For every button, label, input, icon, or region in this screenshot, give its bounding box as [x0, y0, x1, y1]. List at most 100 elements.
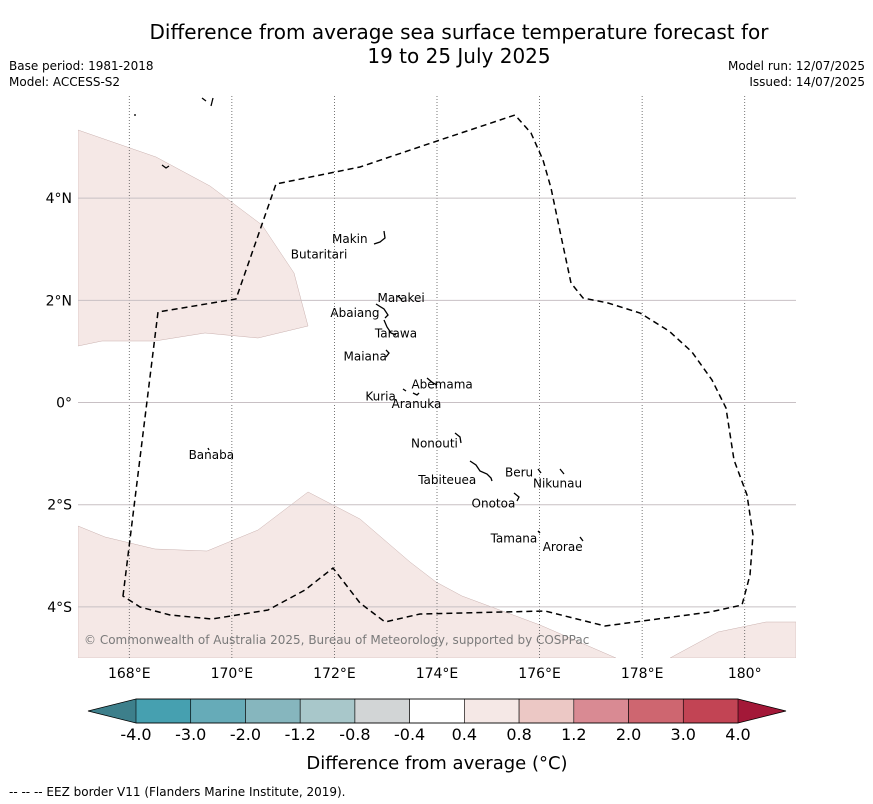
place-label: Abemama — [411, 378, 472, 392]
colorbar-box — [135, 698, 192, 724]
colorbar-boxes — [135, 698, 739, 724]
colorbar-box — [299, 698, 356, 724]
title-line-1: Difference from average sea surface temp… — [149, 20, 769, 44]
colorbar-outline — [87, 698, 787, 724]
place-label: Tabiteuea — [417, 473, 476, 487]
colorbar-title: Difference from average (°C) — [306, 753, 567, 774]
place-label: Kuria — [365, 389, 396, 403]
place-label: Beru — [505, 466, 533, 480]
meta-left: Base period: 1981-2018 Model: ACCESS-S2 — [9, 58, 154, 90]
colorbar-tick-label: -0.4 — [394, 725, 425, 744]
place-label: Makin — [332, 232, 368, 246]
axis-labels: 168°E 170°E 172°E 174°E 176°E 178°E 180° 4°N 2°N… — [46, 191, 762, 682]
place-label: Nikunau — [533, 476, 582, 490]
lon-tick-label: 172°E — [313, 666, 356, 682]
colorbar-tick-label: -0.8 — [339, 725, 370, 744]
title-line-2: 19 to 25 July 2025 — [367, 44, 551, 68]
island-marakei — [397, 295, 403, 301]
map-area: © Commonwealth of Australia 2025, Bureau… — [78, 96, 796, 658]
island-nonouti — [454, 432, 462, 444]
lon-tick-label: 168°E — [108, 666, 151, 682]
map-title: Difference from average sea surface temp… — [0, 20, 873, 68]
colorbar-box — [518, 698, 575, 724]
place-label: Arorae — [543, 540, 583, 554]
lon-tick-label: 174°E — [416, 666, 459, 682]
eez-footnote: -- -- -- EEZ border V11 (Flanders Marine… — [9, 785, 346, 799]
place-label: Tamana — [490, 531, 538, 545]
issued-date: Issued: 14/07/2025 — [749, 75, 865, 89]
map-figure: © Commonwealth of Australia 2025, Bureau… — [46, 96, 796, 774]
colorbar-tick-label: -2.0 — [230, 725, 261, 744]
island-kuria — [402, 388, 407, 392]
island-abaiang — [375, 303, 389, 319]
island-hook — [161, 164, 170, 169]
island-north-fragment — [210, 97, 214, 107]
lon-tick-label: 176°E — [518, 666, 561, 682]
place-label: Marakei — [377, 291, 424, 305]
place-label: Nonouti — [411, 436, 458, 450]
place-label: Tarawa — [374, 327, 417, 341]
lat-tick-label: 4°N — [46, 191, 72, 207]
island-outlines — [134, 97, 584, 542]
base-period: Base period: 1981-2018 — [9, 59, 154, 73]
lat-tick-label: 2°N — [46, 293, 72, 309]
place-label: Butaritari — [291, 247, 348, 261]
colorbar-box — [464, 698, 520, 724]
colorbar-tick-labels: -4.0 -3.0 -2.0 -1.2 -0.8 -0.4 0.4 0.8 1.2 2.0 3.0 4… — [120, 725, 750, 744]
lat-tick-label: 4°S — [47, 600, 72, 616]
island-tarawa — [383, 319, 397, 336]
colorbar-box — [354, 698, 410, 724]
island-beru — [537, 468, 542, 474]
colorbar-box — [190, 698, 246, 724]
place-label: Aranuka — [392, 397, 442, 411]
lon-tick-label: 170°E — [211, 666, 254, 682]
colorbar-tick-label: 0.8 — [506, 725, 531, 744]
colorbar-tick-label: 4.0 — [725, 725, 750, 744]
anomaly-region-south — [78, 491, 617, 658]
island-arorae — [579, 536, 584, 542]
model-run: Model run: 12/07/2025 — [727, 59, 865, 73]
island-nikunau — [559, 468, 565, 475]
meta-right: Model run: 12/07/2025 Issued: 14/07/2025 — [728, 58, 865, 90]
colorbar-under-arrow — [88, 699, 136, 723]
colorbar-tick-label: 0.4 — [452, 725, 477, 744]
lon-tick-label: 180° — [728, 666, 762, 682]
island-nauru-fragment — [201, 97, 207, 102]
colorbar-box — [682, 698, 739, 724]
island-aranuka — [412, 392, 420, 396]
lat-tick-label: 0° — [56, 396, 72, 412]
island-tamana — [537, 530, 541, 534]
colorbar-tick-label: -3.0 — [175, 725, 206, 744]
place-label: Maiana — [344, 350, 387, 364]
island-banaba — [207, 447, 210, 451]
colorbar-box — [409, 698, 465, 724]
island-maiana — [385, 349, 390, 358]
copyright-notice: © Commonwealth of Australia 2025, Bureau… — [84, 633, 589, 647]
place-label: Banaba — [189, 448, 235, 462]
island-tabiteuea — [469, 460, 493, 482]
colorbar-box — [245, 698, 301, 724]
colorbar-tick-label: -4.0 — [120, 725, 151, 744]
lon-tick-label: 178°E — [621, 666, 664, 682]
colorbar-box — [628, 698, 684, 724]
colorbar-tick-label: -1.2 — [285, 725, 316, 744]
model-name: Model: ACCESS-S2 — [9, 75, 121, 89]
anomaly-layer — [78, 129, 796, 658]
anomaly-region-southeast — [669, 621, 796, 658]
colorbar-box — [573, 698, 629, 724]
colorbar-tick-label: 1.2 — [561, 725, 586, 744]
colorbar-tick-label: 3.0 — [671, 725, 696, 744]
gridlines — [78, 96, 796, 658]
anomaly-region-northwest — [78, 129, 309, 347]
island-onotoa — [513, 492, 520, 502]
island-makin — [373, 230, 386, 245]
island-abemama — [426, 377, 438, 386]
lat-tick-label: 2°S — [47, 498, 72, 514]
place-label: Abaiang — [330, 306, 379, 320]
colorbar-tick-label: 2.0 — [616, 725, 641, 744]
eez-border — [122, 114, 754, 627]
colorbar: -4.0 -3.0 -2.0 -1.2 -0.8 -0.4 0.4 0.8 1.2 2.0 3.0 4… — [87, 698, 787, 774]
place-label: Onotoa — [472, 497, 516, 511]
colorbar-over-arrow — [738, 699, 786, 723]
